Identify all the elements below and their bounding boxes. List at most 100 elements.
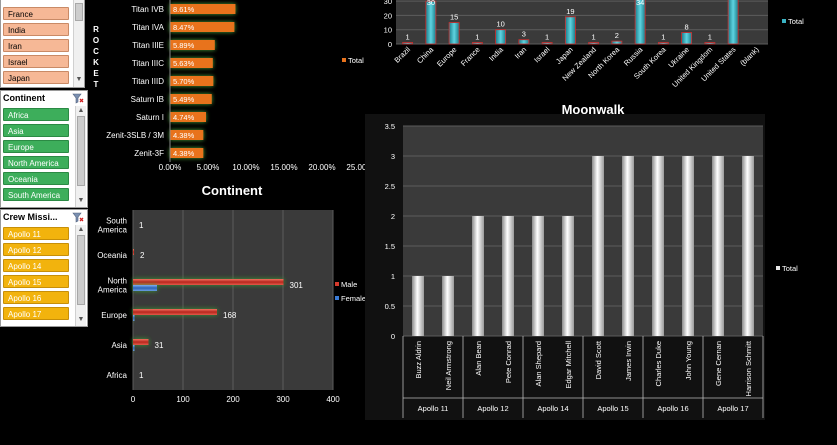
slicer-item[interactable]: Apollo 11: [3, 227, 69, 240]
slicer-item[interactable]: France: [3, 7, 69, 20]
bar-female: [133, 345, 135, 351]
tick-label: Alan Bean: [474, 341, 483, 376]
tick-label: 25.00%: [346, 163, 373, 172]
slicer-item[interactable]: Apollo 14: [3, 259, 69, 272]
bar: [657, 42, 669, 45]
filter-clear-icon[interactable]: [72, 212, 84, 223]
chart-title: Continent: [202, 183, 263, 198]
tick-label: Zenit-3SLB / 3M: [106, 131, 164, 140]
bar: [170, 4, 236, 14]
tick-label: 0: [131, 395, 136, 404]
data-label: 5.70%: [173, 77, 195, 86]
slicer-item[interactable]: Iran: [3, 39, 69, 52]
slicer-item[interactable]: North America: [3, 156, 69, 169]
data-label: 2: [615, 31, 619, 40]
crew-slicer-scrollbar[interactable]: ▲ ▼: [75, 225, 86, 326]
legend-label: Female: [341, 294, 366, 303]
slicer-item[interactable]: Apollo 16: [3, 291, 69, 304]
slicer-item[interactable]: Japan: [3, 71, 69, 84]
bar: [541, 42, 553, 45]
slicer-item[interactable]: Apollo 17: [3, 307, 69, 320]
group-label: Apollo 15: [597, 404, 628, 413]
chevron-up-icon[interactable]: ▲: [77, 226, 85, 233]
slicer-item[interactable]: Apollo 15: [3, 275, 69, 288]
data-label: 168: [223, 311, 237, 320]
slicer-item[interactable]: Asia: [3, 124, 69, 137]
bar: [562, 216, 574, 336]
tick-label: China: [415, 44, 436, 65]
data-label: 1: [139, 221, 144, 230]
legend-swatch: [335, 296, 339, 300]
country-slicer: France India Iran Israel Japan ▼: [0, 0, 85, 88]
slicer-item[interactable]: South America: [3, 188, 69, 201]
data-label: 5.89%: [173, 41, 195, 50]
tick-label: Buzz Aldrin: [414, 341, 423, 379]
bar: [425, 0, 437, 45]
data-label: 1: [406, 33, 410, 42]
tick-label: (blank): [738, 45, 761, 68]
tick-label: Saturn IB: [131, 95, 164, 104]
data-label: 1: [545, 33, 549, 42]
continent-slicer-scrollbar[interactable]: ▲ ▼: [75, 106, 86, 207]
legend-swatch: [782, 19, 786, 23]
tick-label: France: [459, 45, 482, 68]
bar: [471, 42, 483, 45]
bar: [704, 42, 716, 45]
tick-label: Neil Armstrong: [444, 341, 453, 390]
chevron-down-icon[interactable]: ▼: [77, 197, 85, 204]
slicer-item[interactable]: Africa: [3, 108, 69, 121]
bar: [634, 0, 646, 45]
group-label: Apollo 12: [477, 404, 508, 413]
tick-label: Titan IIIC: [132, 59, 164, 68]
slicer-item[interactable]: Israel: [3, 55, 69, 68]
tick-label: Edgar Mitchell: [564, 341, 573, 389]
bar-male: [133, 309, 217, 315]
tick-label: David Scott: [594, 340, 603, 379]
legend-label: Total: [782, 264, 798, 273]
slicer-item[interactable]: Apollo 12: [3, 243, 69, 256]
bar: [170, 94, 212, 104]
axis-title-letter: E: [93, 69, 99, 78]
data-label: 1: [592, 33, 596, 42]
slicer-item[interactable]: Europe: [3, 140, 69, 153]
data-label: 19: [566, 7, 574, 16]
tick-label: 15.00%: [270, 163, 297, 172]
bar: [681, 32, 693, 45]
bar: [170, 76, 214, 86]
data-label: 8.61%: [173, 5, 195, 14]
tick-label: 1.5: [385, 242, 395, 251]
filter-clear-icon[interactable]: [72, 93, 84, 104]
tick-label: 2.5: [385, 182, 395, 191]
bar: [442, 276, 454, 336]
country-slicer-scrollbar[interactable]: ▼: [73, 0, 84, 87]
continent-slicer-title: Continent: [3, 93, 45, 103]
scroll-thumb[interactable]: [77, 235, 85, 305]
axis-title-letter: C: [93, 47, 99, 56]
tick-label: 400: [326, 395, 340, 404]
bar: [727, 0, 739, 45]
scroll-thumb[interactable]: [77, 116, 85, 186]
chevron-up-icon[interactable]: ▲: [77, 107, 85, 114]
tick-label: Africa: [107, 371, 128, 380]
legend-label: Total: [788, 17, 804, 26]
chevron-down-icon[interactable]: ▼: [77, 316, 85, 323]
data-label: 34: [636, 0, 644, 7]
bar: [472, 216, 484, 336]
bar-male: [133, 279, 284, 285]
tick-label: 2: [391, 212, 395, 221]
tick-label: Zenit-3F: [134, 149, 164, 158]
tick-label: 10: [384, 26, 392, 35]
slicer-item[interactable]: India: [3, 23, 69, 36]
tick-label: Harrison Schmitt: [744, 340, 753, 396]
data-label: 30: [427, 0, 435, 7]
tick-label: James Irwin: [624, 341, 633, 381]
scroll-thumb[interactable]: [75, 3, 83, 21]
bar: [412, 276, 424, 336]
data-label: 31: [155, 341, 164, 350]
tick-label: Japan: [554, 45, 575, 66]
plot-area: [403, 126, 763, 336]
legend-swatch: [335, 282, 339, 286]
slicer-item[interactable]: Oceania: [3, 172, 69, 185]
tick-label: Gene Cernan: [714, 341, 723, 386]
chevron-down-icon[interactable]: ▼: [75, 76, 83, 83]
